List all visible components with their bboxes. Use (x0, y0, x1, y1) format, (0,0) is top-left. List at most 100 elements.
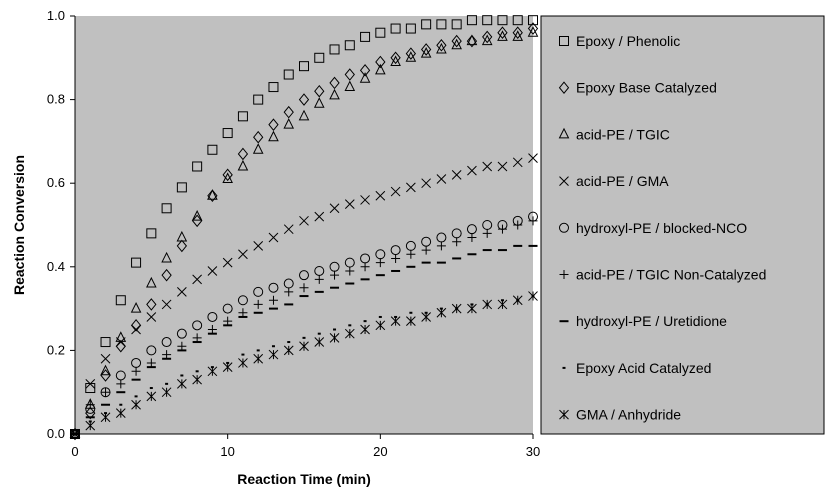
x-tick-label: 20 (373, 444, 387, 459)
data-point (298, 109, 310, 121)
legend-item: acid-PE / GMA (559, 173, 669, 189)
data-point (528, 15, 538, 26)
data-point (85, 406, 96, 420)
legend-label: acid-PE / TGIC Non-Catalyzed (576, 267, 766, 283)
data-point (481, 34, 493, 46)
data-point (512, 15, 523, 26)
data-point (390, 23, 401, 34)
series-triangle (69, 26, 539, 438)
data-point (192, 320, 203, 331)
data-point (527, 22, 539, 35)
data-point (528, 291, 538, 301)
legend-marker (559, 409, 569, 420)
data-point (207, 366, 218, 377)
data-point (436, 241, 446, 251)
legend-marker (559, 176, 569, 186)
data-point (345, 266, 355, 276)
data-point (314, 211, 325, 222)
data-point (176, 182, 187, 193)
series-asterisk (70, 291, 538, 439)
data-point (466, 34, 478, 46)
data-point (253, 130, 264, 144)
legend-item: Epoxy Acid Catalyzed (562, 360, 711, 376)
data-point (176, 328, 187, 339)
data-point (146, 276, 157, 288)
data-point (283, 118, 295, 129)
data-point (130, 301, 142, 313)
data-point (177, 341, 187, 351)
data-point (421, 245, 431, 255)
data-point (512, 157, 523, 168)
data-point (482, 299, 493, 310)
data-point (283, 224, 294, 235)
legend-label: hydroxyl-PE / Uretidione (576, 313, 727, 329)
data-point (420, 47, 432, 58)
data-point (375, 55, 386, 69)
y-axis-title: Reaction Conversion (11, 155, 27, 295)
data-point (146, 228, 157, 239)
data-point (268, 130, 279, 142)
data-point (115, 337, 126, 347)
data-point (299, 215, 309, 226)
data-point (223, 316, 233, 326)
data-point (375, 320, 386, 331)
data-point (237, 159, 249, 171)
data-point (283, 69, 294, 80)
data-point (207, 144, 218, 155)
y-tick-label: 1.0 (47, 8, 65, 23)
data-point (375, 63, 386, 75)
data-point (192, 274, 202, 285)
data-point (527, 26, 539, 37)
data-point (421, 19, 432, 30)
data-point (497, 30, 508, 41)
data-point (497, 26, 508, 40)
data-point (238, 308, 248, 318)
data-point (467, 165, 477, 176)
legend-label: acid-PE / TGIC (576, 126, 670, 142)
data-point (360, 262, 370, 272)
data-point (406, 182, 416, 193)
data-point (222, 257, 233, 268)
data-point (451, 38, 462, 50)
data-point (177, 287, 187, 297)
y-tick-label: 0.0 (47, 426, 65, 441)
data-point (222, 303, 233, 314)
data-point (146, 312, 157, 322)
data-point (451, 303, 462, 314)
legend-marker (559, 222, 569, 233)
x-axis-title: Reaction Time (min) (237, 471, 371, 487)
data-point (299, 270, 309, 281)
data-point (299, 61, 309, 72)
legend: Epoxy / Phenolic Epoxy Base Catalyzed acid… (558, 33, 766, 423)
data-point (115, 295, 126, 306)
data-point (451, 19, 462, 30)
data-point (451, 34, 462, 48)
data-point (528, 216, 538, 226)
data-point (436, 307, 447, 318)
legend-item: acid-PE / TGIC (558, 126, 670, 142)
data-point (238, 358, 248, 368)
data-point (146, 391, 157, 402)
data-point (176, 239, 188, 253)
data-point (436, 19, 447, 30)
data-point (161, 203, 172, 214)
data-point (420, 43, 432, 56)
data-point (191, 214, 203, 228)
data-point (421, 178, 431, 189)
legend-label: Epoxy Base Catalyzed (576, 80, 717, 96)
data-point (299, 341, 309, 352)
data-point (390, 55, 401, 66)
data-point (497, 161, 508, 172)
data-point (375, 190, 386, 201)
legend-item: hydroxyl-PE / Uretidione (559, 313, 727, 329)
legend-marker (559, 36, 569, 46)
data-point (176, 230, 188, 242)
data-point (329, 88, 340, 100)
data-point (177, 378, 187, 389)
data-point (253, 353, 264, 364)
data-point (252, 143, 264, 154)
data-point (100, 412, 111, 423)
data-point (222, 362, 233, 372)
data-point (85, 400, 95, 410)
data-point (390, 316, 401, 326)
